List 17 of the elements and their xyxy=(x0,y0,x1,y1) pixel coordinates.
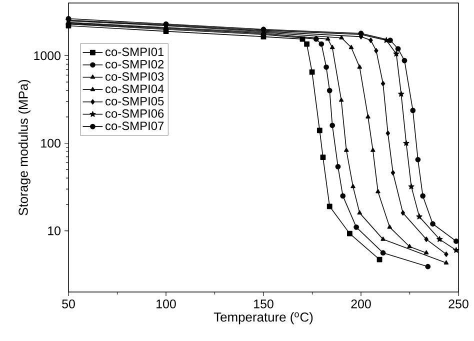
legend-label: co-SMPI04 xyxy=(106,84,164,94)
y-tick-label: 100 xyxy=(41,138,60,148)
legend-label: co-SMPI03 xyxy=(106,72,164,81)
x-tick-label: 50 xyxy=(62,300,75,308)
x-tick-label: 250 xyxy=(448,300,468,308)
y-tick-label: 1000 xyxy=(34,51,60,60)
x-tick-label: 200 xyxy=(351,300,371,308)
legend-label: co-SMPI06 xyxy=(106,109,164,118)
x-tick-label: 150 xyxy=(254,300,274,308)
x-axis-title: Temperature ($^{o}$C) xyxy=(214,312,313,324)
legend-label: co-SMPI05 xyxy=(106,96,164,106)
legend-label: co-SMPI01 xyxy=(106,48,164,56)
y-axis-title: Storage modulus (MPa) xyxy=(18,80,30,216)
x-tick-label: 100 xyxy=(156,300,176,308)
legend-label: co-SMPI02 xyxy=(106,60,164,68)
legend-label: co-SMPI07 xyxy=(106,122,164,130)
y-tick-label: 10 xyxy=(48,226,60,236)
